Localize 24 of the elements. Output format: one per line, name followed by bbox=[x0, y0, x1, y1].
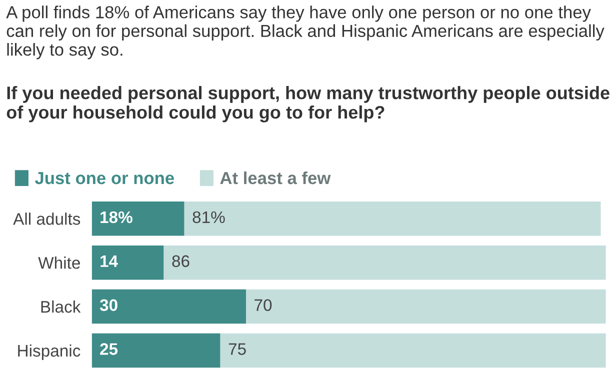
data-label: 75 bbox=[228, 343, 246, 355]
y-tick-label: White bbox=[38, 256, 80, 269]
bar bbox=[164, 245, 606, 280]
chart-subtitle: A poll finds 18% of Americans say they have only one person or no one they can rely on for personal support. Black and Hispanic Americans are especially likely to say so. bbox=[6, 6, 604, 60]
y-tick-label: Black bbox=[41, 300, 81, 313]
bar bbox=[220, 333, 606, 368]
legend-label: At least a few bbox=[220, 171, 331, 184]
data-label: 25 bbox=[100, 343, 118, 355]
data-label: 81% bbox=[192, 211, 225, 224]
bar bbox=[184, 202, 601, 236]
data-label: 70 bbox=[254, 299, 272, 312]
bar bbox=[92, 202, 184, 236]
legend-label: Just one or none bbox=[34, 172, 174, 184]
data-label: 30 bbox=[100, 299, 118, 312]
chart-title: If you needed personal support, how many trustworthy people outside of your household could you go to for help? bbox=[6, 86, 610, 122]
data-label: 86 bbox=[172, 255, 190, 268]
bar bbox=[92, 333, 220, 368]
bar bbox=[92, 245, 164, 280]
bar bbox=[92, 289, 246, 324]
data-label: 14 bbox=[100, 255, 118, 267]
data-label: 18% bbox=[100, 211, 132, 224]
bar bbox=[246, 289, 606, 324]
y-tick-label: All adults bbox=[13, 212, 80, 225]
y-tick-label: Hispanic bbox=[18, 344, 80, 360]
